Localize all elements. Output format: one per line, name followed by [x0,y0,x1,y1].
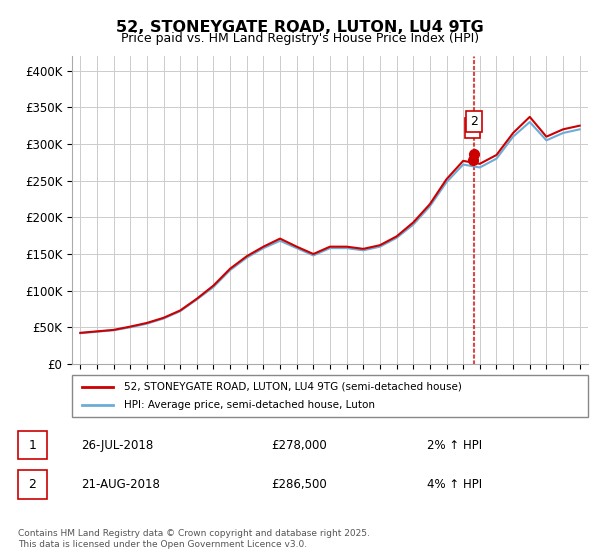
Text: 2% ↑ HPI: 2% ↑ HPI [427,438,482,452]
FancyBboxPatch shape [18,431,47,459]
Text: 2: 2 [28,478,36,491]
Text: 52, STONEYGATE ROAD, LUTON, LU4 9TG: 52, STONEYGATE ROAD, LUTON, LU4 9TG [116,20,484,35]
Text: 4% ↑ HPI: 4% ↑ HPI [427,478,482,491]
Text: 21-AUG-2018: 21-AUG-2018 [81,478,160,491]
FancyBboxPatch shape [18,470,47,498]
Text: HPI: Average price, semi-detached house, Luton: HPI: Average price, semi-detached house,… [124,400,374,410]
Text: 26-JUL-2018: 26-JUL-2018 [81,438,154,452]
Text: Contains HM Land Registry data © Crown copyright and database right 2025.
This d: Contains HM Land Registry data © Crown c… [18,529,370,549]
FancyBboxPatch shape [72,375,588,417]
Text: 1: 1 [469,122,476,134]
Text: 52, STONEYGATE ROAD, LUTON, LU4 9TG (semi-detached house): 52, STONEYGATE ROAD, LUTON, LU4 9TG (sem… [124,382,461,392]
Text: £278,000: £278,000 [271,438,327,452]
Text: £286,500: £286,500 [271,478,327,491]
Text: 1: 1 [28,438,36,452]
Text: Price paid vs. HM Land Registry's House Price Index (HPI): Price paid vs. HM Land Registry's House … [121,32,479,45]
Text: 2: 2 [470,115,478,128]
